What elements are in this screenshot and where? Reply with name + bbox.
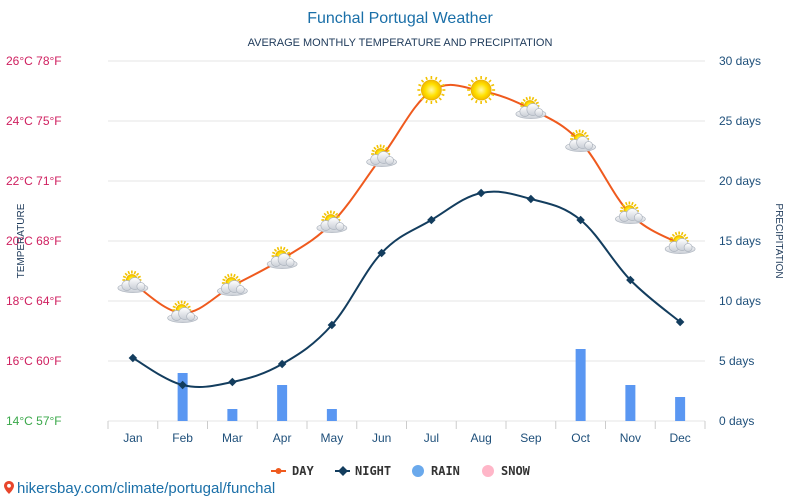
location-pin-icon	[4, 481, 14, 494]
legend-item-rain[interactable]: RAIN	[412, 464, 460, 478]
legend-item-day[interactable]: DAY	[271, 464, 314, 478]
chart-title: Funchal Portugal Weather	[307, 10, 493, 27]
partly-cloudy-icon-nov	[615, 201, 646, 224]
x-tick-label-sep: Sep	[520, 431, 542, 445]
partly-cloudy-icon-sep	[515, 96, 547, 119]
night-point-aug[interactable]	[476, 188, 486, 198]
x-tick-label-nov: Nov	[620, 431, 641, 445]
rain-bar-apr[interactable]	[277, 385, 288, 421]
series-lines	[132, 83, 681, 388]
night-point-nov[interactable]	[626, 275, 635, 285]
rain-bar-mar[interactable]	[227, 409, 238, 421]
rain-bar-may[interactable]	[326, 409, 337, 421]
left-tick-label-1: 24°C 75°F	[6, 114, 62, 128]
right-tick-label-6: 0 days	[719, 414, 754, 428]
left-tick-label-6: 14°C 57°F	[6, 414, 62, 428]
left-axis-ticks: 26°C 78°F 24°C 75°F 22°C 71°F 20°C 68°F 18°C…	[6, 54, 62, 428]
x-tick-label-may: May	[321, 431, 344, 445]
left-tick-label-3: 20°C 68°F	[6, 234, 62, 248]
x-tick-label-oct: Oct	[571, 431, 590, 445]
legend-item-snow[interactable]: SNOW	[482, 464, 531, 478]
legend-item-night[interactable]: NIGHT	[335, 464, 391, 478]
left-tick-label-0: 26°C 78°F	[6, 54, 62, 68]
right-tick-label-5: 5 days	[719, 354, 754, 368]
legend: DAY NIGHT RAIN SNOW	[271, 464, 531, 478]
partly-cloudy-icon-feb	[167, 300, 198, 323]
right-axis-ticks: 30 days 25 days 20 days 15 days 10 days 5 day…	[719, 54, 761, 428]
partly-cloudy-icon-jan	[117, 270, 149, 293]
rain-bar-dec[interactable]	[675, 397, 686, 421]
day-line	[132, 83, 681, 315]
night-point-may[interactable]	[327, 320, 337, 330]
partly-cloudy-icon-may	[316, 210, 348, 233]
right-tick-label-1: 25 days	[719, 114, 761, 128]
night-point-apr[interactable]	[277, 359, 287, 369]
partly-cloudy-icon-mar	[217, 273, 248, 296]
grid-lines	[107, 60, 706, 429]
legend-rain-label: RAIN	[431, 464, 460, 478]
left-tick-label-4: 18°C 64°F	[6, 294, 62, 308]
partly-cloudy-icon-apr	[266, 246, 298, 269]
rain-bar-nov[interactable]	[625, 385, 636, 421]
x-tick-label-jan: Jan	[123, 431, 142, 445]
night-point-dec[interactable]	[675, 317, 685, 327]
rain-bars	[177, 349, 686, 421]
weather-icons	[117, 76, 696, 323]
x-tick-label-feb: Feb	[172, 431, 193, 445]
right-tick-label-0: 30 days	[719, 54, 761, 68]
x-tick-label-mar: Mar	[222, 431, 243, 445]
y-axis-left-label: TEMPERATURE	[16, 203, 27, 278]
x-tick-label-jul: Jul	[424, 431, 439, 445]
x-tick-label-aug: Aug	[470, 431, 491, 445]
right-tick-label-4: 10 days	[719, 294, 761, 308]
night-point-jan[interactable]	[128, 353, 138, 363]
night-line	[132, 190, 681, 388]
night-point-sep[interactable]	[526, 194, 536, 204]
sun-icon-aug	[467, 76, 496, 104]
rain-bar-oct[interactable]	[575, 349, 586, 421]
night-point-jun[interactable]	[377, 248, 386, 258]
x-tick-label-jun: Jun	[372, 431, 391, 445]
night-point-feb[interactable]	[178, 380, 187, 390]
x-axis-ticks: Jan Feb Mar Apr May Jun Jul Aug Sep Oct Nov Dec	[123, 431, 691, 445]
legend-night-label: NIGHT	[355, 464, 391, 478]
source-text: hikersbay.com/climate/portugal/funchal	[17, 480, 276, 497]
chart-subtitle: AVERAGE MONTHLY TEMPERATURE AND PRECIPIT…	[248, 37, 553, 49]
partly-cloudy-icon-jun	[366, 144, 397, 167]
series-markers	[128, 188, 685, 390]
right-tick-label-3: 15 days	[719, 234, 761, 248]
x-tick-label-dec: Dec	[669, 431, 690, 445]
sun-icon-jul	[417, 76, 446, 104]
rain-bar-feb[interactable]	[177, 373, 188, 421]
partly-cloudy-icon-dec	[664, 231, 696, 254]
right-tick-label-2: 20 days	[719, 174, 761, 188]
left-tick-label-2: 22°C 71°F	[6, 174, 62, 188]
legend-snow-label: SNOW	[501, 464, 531, 478]
y-axis-right-label: PRECIPITATION	[773, 203, 784, 278]
night-point-jul[interactable]	[427, 215, 436, 225]
legend-day-label: DAY	[292, 464, 314, 478]
partly-cloudy-icon-oct	[565, 129, 596, 152]
x-tick-label-apr: Apr	[273, 431, 292, 445]
left-tick-label-5: 16°C 60°F	[6, 354, 62, 368]
night-point-mar[interactable]	[228, 377, 237, 387]
source-link[interactable]: hikersbay.com/climate/portugal/funchal	[4, 480, 275, 497]
